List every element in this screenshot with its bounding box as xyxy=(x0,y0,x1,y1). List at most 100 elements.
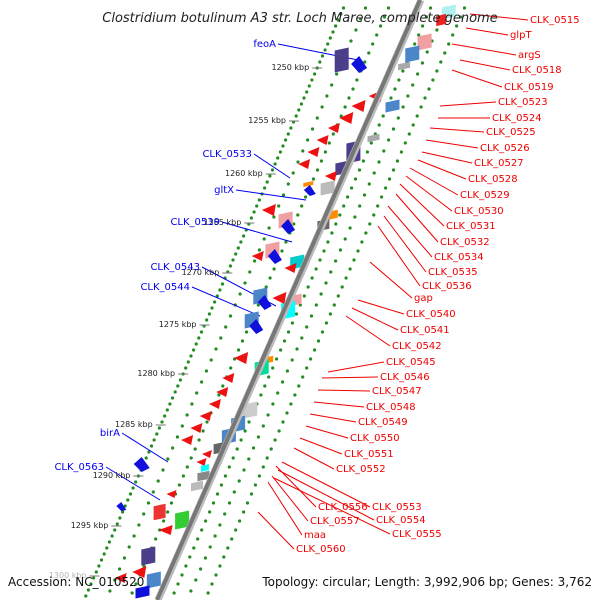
track-dot xyxy=(455,24,459,28)
right-leader-line xyxy=(305,425,349,439)
track-dot xyxy=(340,285,344,289)
gene-label-clk-0527: CLK_0527 xyxy=(474,158,524,169)
right-leader-line xyxy=(439,101,497,107)
track-dot xyxy=(252,446,256,450)
track-dot xyxy=(354,28,358,32)
track-dot xyxy=(168,402,172,406)
track-dot xyxy=(97,564,101,568)
right-leader-line xyxy=(273,477,391,535)
track-dot xyxy=(348,226,352,230)
gene-label-clk-0541: CLK_0541 xyxy=(400,325,450,336)
gene-label-clk-0535: CLK_0535 xyxy=(428,267,478,278)
gene-block xyxy=(417,33,432,51)
gene-label-clk-0534: CLK_0534 xyxy=(434,252,484,263)
track-dot xyxy=(286,182,290,186)
track-dot xyxy=(208,545,212,549)
track-dot xyxy=(166,457,170,461)
right-leader-line xyxy=(377,225,421,287)
right-leader-line xyxy=(429,127,485,133)
left-leader-line xyxy=(221,221,293,243)
track-dot xyxy=(218,564,222,568)
track-dot xyxy=(381,114,385,118)
track-dot xyxy=(339,114,343,118)
track-dot xyxy=(458,15,463,19)
track-dot xyxy=(360,240,364,244)
track-dot xyxy=(443,51,447,55)
track-dot xyxy=(128,492,133,496)
right-leader-line xyxy=(451,69,503,88)
right-leader-line xyxy=(267,481,303,536)
gene-arrow-reverse xyxy=(196,458,207,466)
track-dot xyxy=(296,160,300,164)
track-dot xyxy=(188,555,192,559)
gene-label-clk-0545: CLK_0545 xyxy=(386,357,436,368)
track-dot xyxy=(310,276,314,280)
track-dot xyxy=(462,6,467,10)
track-dot xyxy=(267,375,271,379)
left-leader-line xyxy=(105,466,161,501)
gene-label-clk-0519: CLK_0519 xyxy=(504,82,554,93)
gene-label-clk-0552: CLK_0552 xyxy=(336,464,386,475)
track-dot xyxy=(273,438,277,442)
track-dot xyxy=(195,391,199,395)
track-dot xyxy=(428,6,433,10)
track-dot xyxy=(271,402,275,406)
track-dot xyxy=(338,248,342,252)
track-dot xyxy=(319,292,323,296)
track-dot xyxy=(252,210,256,214)
right-leader-line xyxy=(421,151,473,164)
track-dot xyxy=(181,474,185,478)
right-leader-line xyxy=(317,389,371,392)
track-dot xyxy=(166,510,170,514)
right-leader-line xyxy=(417,159,467,180)
track-dot xyxy=(262,237,266,241)
track-dot xyxy=(220,282,225,286)
track-dot xyxy=(277,204,281,208)
track-dot xyxy=(237,348,241,352)
track-dot xyxy=(127,545,131,549)
gene-arrow-reverse xyxy=(181,435,194,445)
track-dot xyxy=(223,474,227,478)
track-dot xyxy=(204,519,208,523)
right-leader-line xyxy=(271,475,309,522)
gene-label-clk-0549: CLK_0549 xyxy=(358,417,408,428)
track-dot xyxy=(356,249,360,253)
track-dot xyxy=(297,384,301,388)
track-dot xyxy=(205,420,209,424)
track-dot xyxy=(372,171,376,175)
right-leader-line xyxy=(299,437,343,455)
track-dot xyxy=(162,519,166,523)
right-leader-line xyxy=(369,261,413,299)
track-dot xyxy=(94,570,98,574)
track-dot xyxy=(285,369,289,373)
track-dot xyxy=(320,105,324,109)
gene-label-clk-0554: CLK_0554 xyxy=(376,515,426,526)
gene-label-clk-0548: CLK_0548 xyxy=(366,402,416,413)
kbp-tick-label: 1255 kbp xyxy=(248,116,286,125)
track-dot xyxy=(415,114,419,118)
track-dot xyxy=(350,186,354,190)
track-dot xyxy=(185,465,189,469)
gene-arrow-forward xyxy=(303,185,316,196)
track-dot xyxy=(329,270,333,274)
track-dot xyxy=(362,193,367,197)
track-dot xyxy=(300,204,304,208)
track-dot xyxy=(281,144,285,148)
track-dot xyxy=(217,393,221,397)
track-dot xyxy=(284,138,288,142)
track-dot xyxy=(341,6,346,10)
right-leader-line xyxy=(395,193,439,243)
track-dot xyxy=(134,480,138,484)
track-dot xyxy=(269,447,273,451)
track-dot xyxy=(193,447,197,451)
track-dot xyxy=(420,61,424,65)
track-dot xyxy=(248,270,252,274)
track-dot xyxy=(351,87,355,91)
track-dot xyxy=(346,195,350,199)
track-dot xyxy=(387,138,391,142)
track-dot xyxy=(424,15,429,19)
track-dot xyxy=(208,510,212,514)
track-dot xyxy=(196,537,200,541)
track-dot xyxy=(401,105,405,109)
track-dot xyxy=(365,150,369,154)
